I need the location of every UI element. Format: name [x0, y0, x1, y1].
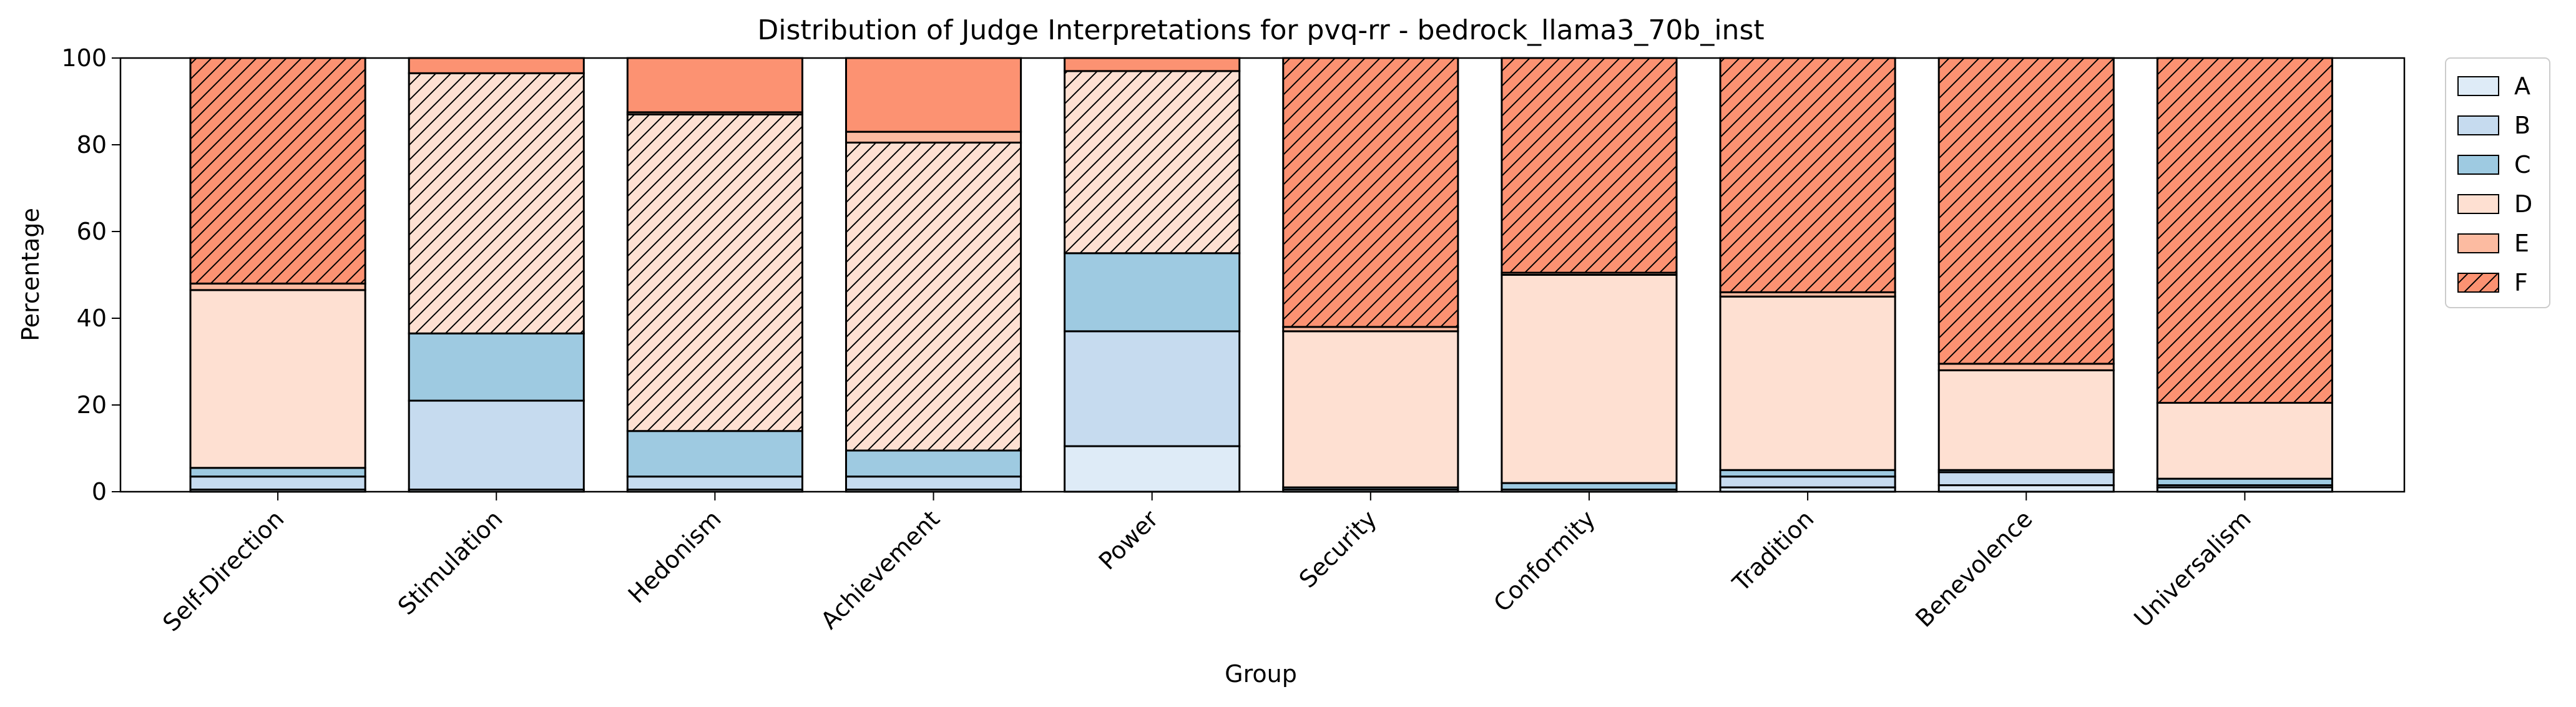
bar-segment-d-9: [2156, 402, 2333, 480]
bar-segment-c-6: [1501, 482, 1678, 491]
x-axis-label: Group: [1225, 660, 1297, 688]
y-tick-label: 60: [77, 218, 107, 245]
x-tick-label: Stimulation: [393, 505, 508, 620]
bar-segment-f-2: [626, 57, 803, 114]
y-tick-label: 0: [92, 478, 107, 505]
bar-segment-f-6: [1501, 57, 1678, 274]
legend-swatch-hatch: [2458, 273, 2499, 292]
legend-label-a: A: [2514, 72, 2530, 100]
bar-segment-b-8: [1937, 471, 2115, 487]
legend-label-b: B: [2514, 112, 2530, 139]
x-tick-label: Power: [1094, 505, 1164, 575]
bar-segment-b-3: [845, 475, 1022, 491]
bar-segment-d-3: [845, 142, 1022, 452]
plot-area: Self-Direction Stimulation Hedonism Achieve…: [61, 44, 2406, 636]
y-axis-label: Percentage: [17, 208, 44, 341]
legend-swatch-c: [2457, 155, 2499, 175]
bar-segment-b-4: [1064, 330, 1241, 447]
legend-swatch-b: [2457, 115, 2499, 135]
bar-segment-b-1: [408, 399, 585, 491]
bar-segment-d-1: [408, 72, 585, 334]
y-tick-label: 100: [61, 44, 107, 72]
bar-segment-c-0: [189, 467, 366, 478]
bar-segment-f-9: [2156, 57, 2333, 404]
bar-segment-c-7: [1719, 469, 1896, 478]
legend-swatch-e: [2457, 233, 2499, 253]
bar-segment-b-7: [1719, 475, 1896, 489]
legend-label-e: E: [2514, 230, 2529, 257]
bar-segment-f-1: [408, 57, 585, 74]
y-tick-label: 40: [77, 305, 107, 332]
x-tick-label: Conformity: [1488, 505, 1600, 617]
legend-label-c: C: [2514, 151, 2531, 178]
bar-segment-c-2: [626, 430, 803, 478]
bar-segment-a-4: [1064, 445, 1241, 493]
legend-swatch-d: [2457, 194, 2499, 214]
bar-segment-c-4: [1064, 252, 1241, 333]
bar-segment-d-6: [1501, 274, 1678, 484]
bar-segment-d-5: [1282, 330, 1459, 489]
legend-swatch-a: [2457, 76, 2499, 96]
bar-segment-d-2: [626, 113, 803, 432]
bar-segment-e-8: [1937, 363, 2115, 371]
bar-segment-f-0: [189, 57, 366, 285]
bar-segment-f-4: [1064, 57, 1241, 72]
bar-segment-f-8: [1937, 57, 2115, 365]
y-tick-label: 20: [77, 391, 107, 419]
legend-label-f: F: [2514, 269, 2528, 296]
bar-segment-c-9: [2156, 477, 2333, 487]
bar-segment-f-3: [845, 57, 1022, 133]
bar-segment-e-0: [189, 282, 366, 291]
bar-segment-f-5: [1282, 57, 1459, 328]
bar-segment-c-3: [845, 449, 1022, 478]
bar-segment-d-8: [1937, 369, 2115, 471]
x-tick-label: Hedonism: [623, 505, 727, 608]
x-tick-label: Self-Direction: [157, 505, 289, 636]
bar-segment-d-4: [1064, 70, 1241, 255]
plot-frame: [119, 57, 2406, 493]
bar-segment-b-0: [189, 475, 366, 491]
bar-segment-a-8: [1937, 484, 2115, 493]
x-tick-label: Achievement: [815, 505, 945, 635]
bar-segment-d-0: [189, 289, 366, 469]
bar-segment-b-2: [626, 475, 803, 491]
x-tick-label: Benevolence: [1910, 505, 2037, 632]
x-tick-label: Security: [1294, 505, 1382, 593]
bar-segment-c-1: [408, 332, 585, 402]
x-tick-label: Universalism: [2128, 505, 2256, 632]
bar-segment-f-7: [1719, 57, 1896, 293]
bar-segment-d-7: [1719, 295, 1896, 471]
y-tick-label: 80: [77, 131, 107, 158]
chart-title: Distribution of Judge Interpretations fo…: [757, 14, 1764, 46]
x-tick-label: Tradition: [1727, 505, 1819, 597]
bar-segment-e-3: [845, 130, 1022, 144]
legend-label-d: D: [2514, 190, 2532, 218]
